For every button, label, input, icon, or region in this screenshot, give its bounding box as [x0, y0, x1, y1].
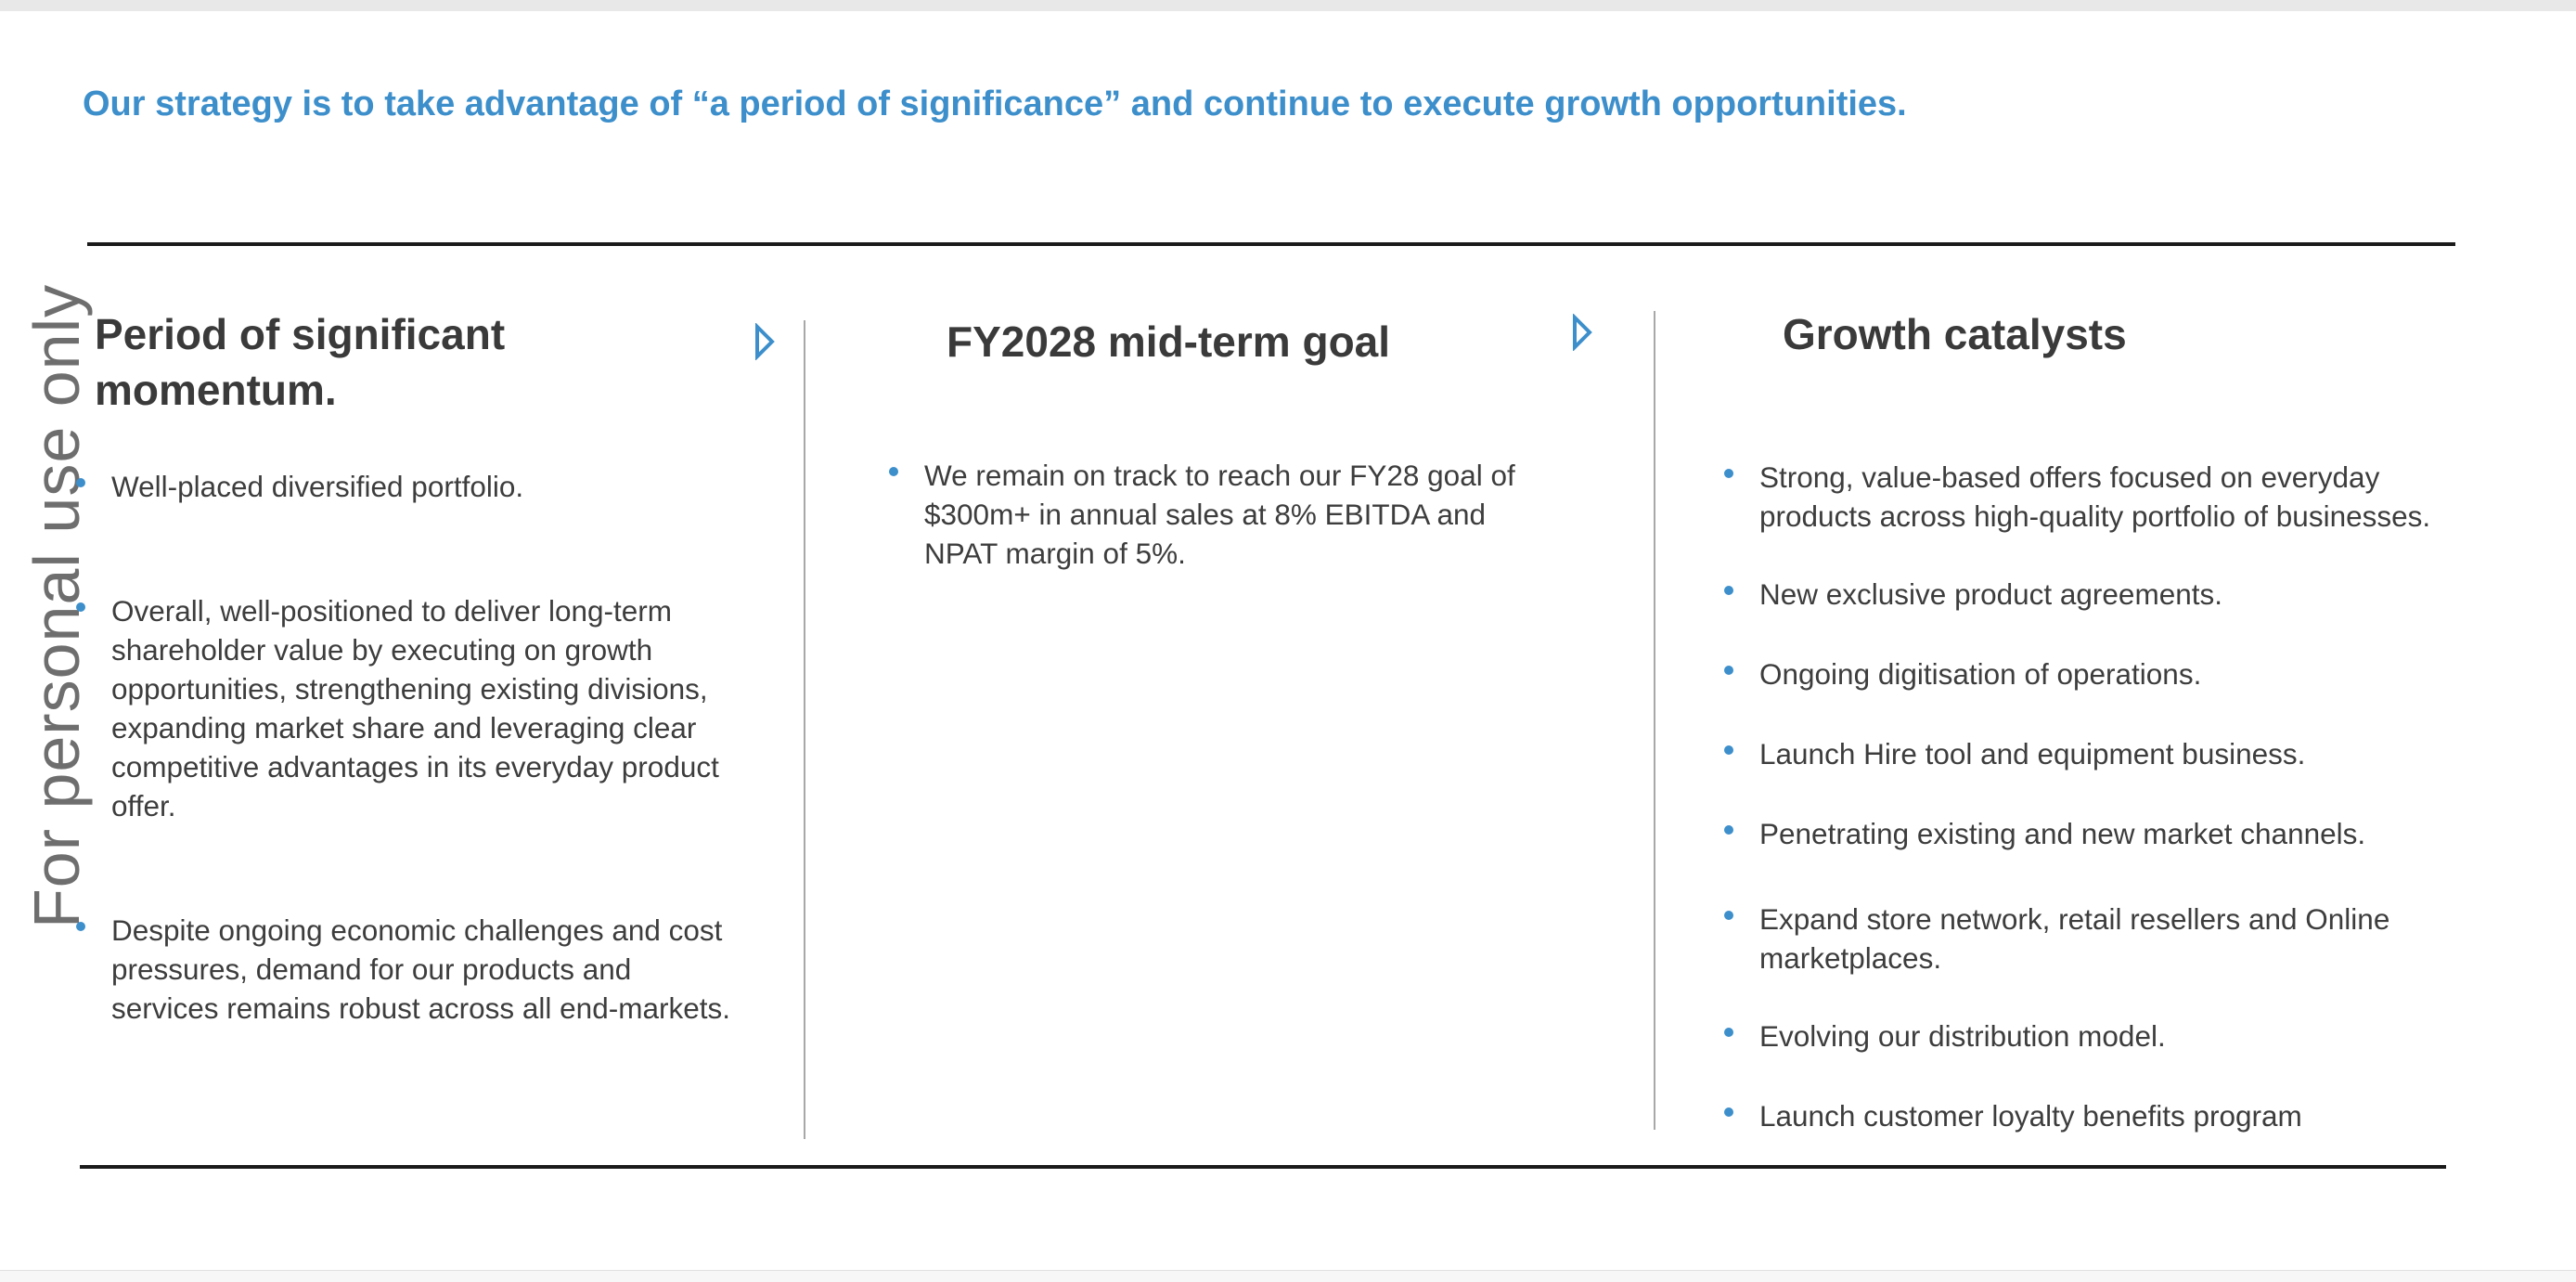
list-item: New exclusive product agreements. — [1724, 575, 2485, 614]
list-item: Well-placed diversified portfolio. — [76, 467, 744, 506]
bullet-dot-icon — [76, 602, 85, 612]
column-divider — [804, 320, 805, 1139]
catalysts-bullet-list: Strong, value-based offers focused on ev… — [1724, 458, 2485, 1135]
momentum-bullet-list: Well-placed diversified portfolio. Overa… — [76, 467, 744, 1028]
bullet-dot-icon — [76, 478, 85, 487]
list-item: Launch Hire tool and equipment business. — [1724, 734, 2485, 773]
bullet-dot-icon — [76, 922, 85, 931]
bullet-dot-icon — [889, 467, 898, 476]
list-item: We remain on track to reach our FY28 goa… — [889, 456, 1557, 573]
bullet-text: Expand store network, retail resellers a… — [1759, 902, 2390, 975]
page-headline: Our strategy is to take advantage of “a … — [83, 84, 1907, 123]
list-item: Expand store network, retail resellers a… — [1724, 900, 2485, 978]
list-item: Evolving our distribution model. — [1724, 1017, 2485, 1055]
list-item: Penetrating existing and new market chan… — [1724, 814, 2485, 853]
top-rule — [87, 242, 2455, 246]
column-title-catalysts: Growth catalysts — [1783, 310, 2127, 358]
list-item: Launch customer loyalty benefits program — [1724, 1096, 2485, 1135]
bullet-dot-icon — [1724, 586, 1733, 595]
list-item: Overall, well-positioned to deliver long… — [76, 591, 744, 825]
bullet-text: New exclusive product agreements. — [1759, 577, 2222, 611]
bullet-dot-icon — [1724, 1107, 1733, 1117]
bullet-text: Well-placed diversified portfolio. — [111, 470, 524, 503]
list-item: Despite ongoing economic challenges and … — [76, 911, 744, 1028]
goal-bullet-list: We remain on track to reach our FY28 goa… — [889, 456, 1557, 573]
bullet-text: Despite ongoing economic challenges and … — [111, 913, 730, 1025]
bullet-dot-icon — [1724, 745, 1733, 755]
bottom-rule — [80, 1165, 2446, 1169]
play-triangle-outline-icon — [1573, 314, 1592, 351]
bullet-text: Launch Hire tool and equipment business. — [1759, 737, 2306, 770]
list-item: Ongoing digitisation of operations. — [1724, 654, 2485, 693]
column-title-goal: FY2028 mid-term goal — [947, 317, 1391, 366]
play-triangle-outline-icon — [755, 323, 775, 360]
top-edge-strip — [0, 0, 2576, 11]
bullet-dot-icon — [1724, 911, 1733, 920]
bullet-text: Launch customer loyalty benefits program — [1759, 1099, 2302, 1133]
bullet-dot-icon — [1724, 825, 1733, 835]
column-title-momentum: Period of significant momentum. — [95, 310, 506, 414]
column-divider — [1654, 311, 1655, 1130]
bullet-dot-icon — [1724, 1028, 1733, 1037]
list-item: Strong, value-based offers focused on ev… — [1724, 458, 2485, 536]
bullet-text: Strong, value-based offers focused on ev… — [1759, 460, 2431, 533]
bullet-text: Penetrating existing and new market chan… — [1759, 817, 2366, 850]
bullet-dot-icon — [1724, 469, 1733, 478]
bullet-text: Ongoing digitisation of operations. — [1759, 657, 2202, 691]
bullet-text: We remain on track to reach our FY28 goa… — [924, 459, 1515, 570]
bullet-text: Evolving our distribution model. — [1759, 1019, 2166, 1053]
bullet-dot-icon — [1724, 666, 1733, 675]
bullet-text: Overall, well-positioned to deliver long… — [111, 594, 719, 822]
bottom-edge-strip — [0, 1270, 2576, 1282]
